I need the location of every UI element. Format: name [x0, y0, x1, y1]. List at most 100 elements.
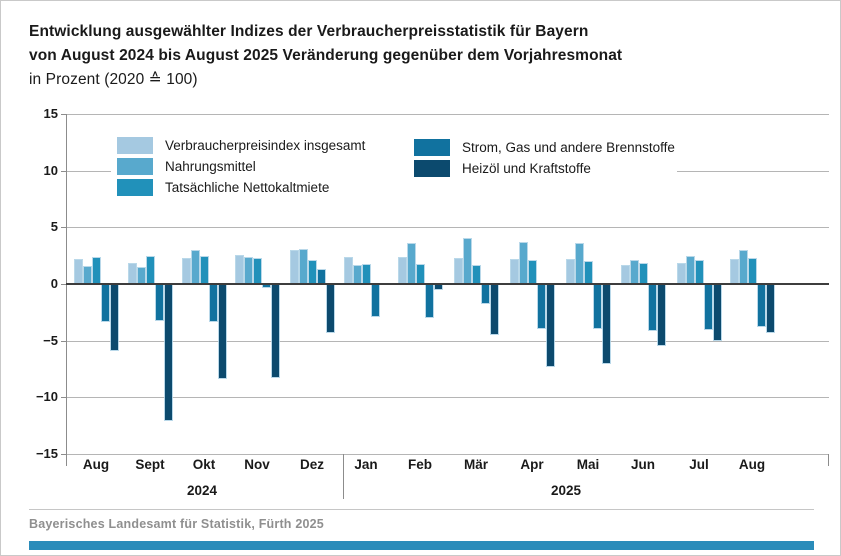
bar-Mai-2025-series-2 [584, 262, 592, 284]
gridline-y--5 [66, 340, 829, 342]
y-axis-tick [61, 397, 66, 399]
y-axis-tick [61, 227, 66, 229]
bar-Aug-2024-series-4 [110, 284, 118, 350]
bar-Mär-2025-series-1 [463, 238, 471, 284]
bar-Jun-2025-series-0 [621, 265, 629, 284]
legend-item: Tatsächliche Nettokaltmiete [117, 179, 365, 196]
gridline-y--15 [66, 454, 829, 455]
bar-Okt-2024-series-1 [191, 251, 199, 284]
gridline-y-15 [66, 114, 829, 115]
bar-Okt-2024-series-0 [182, 259, 190, 284]
y-axis-tick [61, 340, 66, 342]
brand-bottom-bar [29, 541, 814, 550]
bar-Jan-2025-series-0 [344, 257, 352, 284]
bar-Apr-2025-series-3 [537, 284, 545, 329]
bar-Feb-2025-series-4 [434, 284, 442, 289]
y-axis-label--10: −10 [35, 389, 58, 405]
bar-Aug-2025-series-3 [757, 284, 765, 326]
y-axis-label-0: 0 [50, 276, 58, 291]
x-axis-label-apr-2025: Apr [520, 457, 544, 472]
bar-Apr-2025-series-0 [510, 260, 518, 284]
bar-Okt-2024-series-4 [218, 284, 226, 379]
y-axis-label-10: 10 [43, 162, 58, 178]
axis-tick-left [66, 454, 67, 466]
bar-Jan-2025-series-2 [362, 264, 370, 284]
x-axis-label-aug-2024: Aug [82, 457, 110, 472]
gridline-y--10 [66, 397, 829, 399]
x-axis-label-feb-2025: Feb [407, 457, 432, 472]
bar-Apr-2025-series-2 [528, 261, 536, 284]
bar-Okt-2024-series-3 [209, 284, 217, 322]
source-attribution: Bayerisches Landesamt für Statistik, Für… [29, 517, 324, 531]
y-axis-tick [61, 284, 66, 285]
bar-Aug-2024-series-1 [83, 267, 91, 284]
bar-Okt-2024-series-2 [200, 256, 208, 284]
gridline-y-5 [66, 227, 829, 229]
chart-title-line1: Entwicklung ausgewählter Indizes der Ver… [29, 23, 589, 40]
legend-column-left: Verbraucherpreisindex insgesamt Nahrungs… [117, 137, 365, 196]
bar-Dez-2024-series-3 [317, 270, 325, 284]
bar-Mai-2025-series-0 [566, 260, 574, 284]
legend-item: Verbraucherpreisindex insgesamt [117, 137, 365, 154]
bar-Mär-2025-series-2 [472, 265, 480, 284]
bar-Jul-2025-series-3 [704, 284, 712, 330]
year-label-2024: 2024 [186, 483, 218, 498]
bar-Dez-2024-series-4 [326, 284, 334, 332]
bar-Jul-2025-series-4 [713, 284, 721, 340]
y-axis-tick [61, 170, 66, 172]
y-axis-label-15: 15 [43, 106, 58, 121]
bar-Feb-2025-series-0 [398, 257, 406, 284]
legend-label-nettokaltmiete: Tatsächliche Nettokaltmiete [165, 180, 330, 195]
legend-label-vpi: Verbraucherpreisindex insgesamt [165, 138, 366, 153]
y-axis-tick [61, 114, 66, 115]
bar-Jan-2025-series-1 [353, 265, 361, 284]
bar-Dez-2024-series-2 [308, 261, 316, 284]
bar-Apr-2025-series-4 [546, 284, 554, 366]
chart-title: Entwicklung ausgewählter Indizes der Ver… [29, 20, 622, 92]
bar-Aug-2024-series-3 [101, 284, 109, 322]
bar-Aug-2025-series-4 [766, 284, 774, 332]
year-separator-line [343, 454, 344, 499]
x-axis-label-okt-2024: Okt [192, 457, 216, 472]
bar-Aug-2024-series-2 [92, 257, 100, 284]
chart-legend: Verbraucherpreisindex insgesamt Nahrungs… [111, 134, 677, 198]
bar-Jun-2025-series-4 [657, 284, 665, 346]
bar-Dez-2024-series-0 [290, 251, 298, 284]
x-axis-label-aug-2025: Aug [738, 457, 766, 472]
footer-divider [29, 509, 814, 510]
bar-Nov-2024-series-3 [262, 284, 270, 288]
axis-tick-right [828, 454, 829, 466]
bar-Sept-2024-series-2 [146, 256, 154, 284]
bar-Sept-2024-series-4 [164, 284, 172, 420]
bar-Aug-2025-series-1 [739, 251, 747, 284]
bar-Jun-2025-series-3 [648, 284, 656, 331]
x-axis-label-dez-2024: Dez [299, 457, 324, 472]
bar-Feb-2025-series-3 [425, 284, 433, 317]
bar-Mai-2025-series-4 [602, 284, 610, 364]
bar-Mär-2025-series-0 [454, 259, 462, 284]
x-axis-label-jul-2025: Jul [689, 457, 709, 472]
bar-Sept-2024-series-0 [128, 263, 136, 284]
bar-Sept-2024-series-3 [155, 284, 163, 321]
x-axis-label-mai-2025: Mai [576, 457, 600, 472]
legend-column-right: Strom, Gas und andere Brennstoffe Heizöl… [414, 139, 675, 177]
bar-Nov-2024-series-4 [271, 284, 279, 377]
bar-Feb-2025-series-1 [407, 244, 415, 284]
x-axis-label-mär-2025: Mär [463, 457, 488, 472]
legend-swatch-nahrungsmittel [117, 158, 153, 175]
bar-Nov-2024-series-2 [253, 259, 261, 284]
legend-label-strom-gas: Strom, Gas und andere Brennstoffe [462, 140, 675, 155]
bar-Mär-2025-series-4 [490, 284, 498, 334]
x-axis-label-nov-2024: Nov [244, 457, 270, 472]
bar-Jan-2025-series-3 [371, 284, 379, 316]
bar-Feb-2025-series-2 [416, 264, 424, 284]
bar-Mai-2025-series-1 [575, 244, 583, 284]
zero-baseline [66, 283, 829, 285]
bar-Aug-2025-series-0 [730, 260, 738, 284]
legend-label-nahrungsmittel: Nahrungsmittel [165, 159, 256, 174]
bar-Jul-2025-series-0 [677, 263, 685, 284]
bar-Jun-2025-series-1 [630, 261, 638, 284]
y-axis-label--5: −5 [43, 332, 58, 348]
